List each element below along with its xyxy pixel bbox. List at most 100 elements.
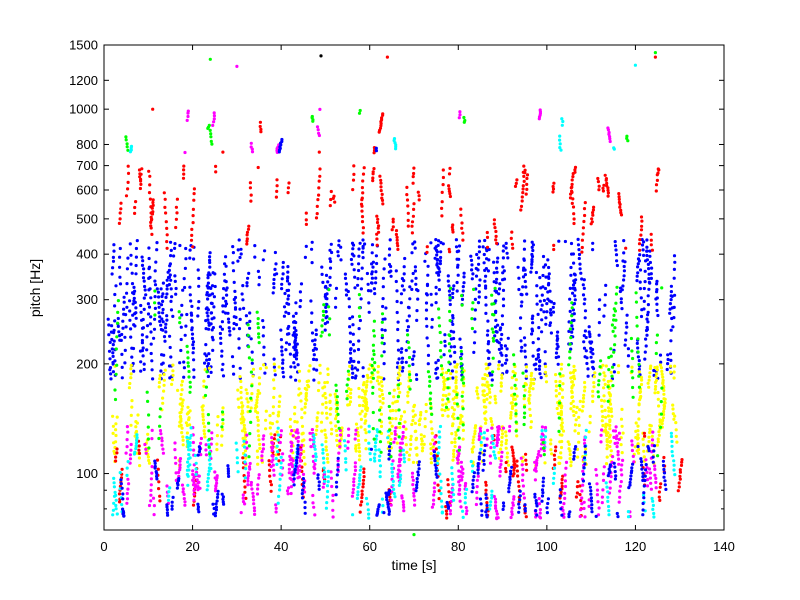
scatter-point (591, 211, 595, 215)
scatter-point (635, 341, 639, 345)
scatter-point (398, 453, 402, 457)
scatter-point (604, 425, 608, 429)
scatter-point (569, 241, 574, 246)
scatter-point (165, 246, 169, 250)
scatter-point (334, 383, 338, 387)
scatter-point (311, 348, 315, 352)
scatter-point (114, 503, 118, 508)
scatter-point (605, 447, 609, 451)
scatter-point (493, 226, 497, 230)
scatter-point (525, 187, 529, 191)
scatter-point (179, 423, 183, 427)
scatter-point (501, 249, 505, 253)
scatter-point (655, 368, 660, 372)
scatter-point (613, 441, 617, 445)
scatter-point (560, 513, 564, 517)
scatter-point (261, 443, 266, 447)
scatter-point (515, 464, 519, 468)
scatter-point (158, 415, 162, 419)
scatter-point (540, 438, 544, 442)
scatter-point (493, 453, 497, 457)
scatter-point (406, 340, 410, 344)
scatter-point (574, 445, 578, 449)
scatter-point (300, 424, 305, 428)
scatter-point (170, 378, 175, 382)
scatter-point (634, 435, 638, 440)
scatter-point (186, 361, 190, 365)
scatter-point (288, 417, 292, 421)
scatter-point (155, 458, 160, 462)
scatter-point (145, 335, 149, 339)
scatter-point (206, 374, 210, 379)
scatter-point (637, 242, 642, 246)
scatter-point (490, 373, 494, 377)
scatter-point (437, 288, 441, 292)
scatter-point (477, 262, 481, 266)
scatter-point (126, 460, 130, 464)
scatter-point (488, 507, 492, 511)
scatter-point (570, 380, 574, 384)
scatter-point (581, 479, 586, 483)
scatter-point (188, 380, 192, 384)
scatter-point (668, 311, 672, 315)
scatter-point (648, 281, 652, 285)
scatter-point (186, 457, 191, 461)
scatter-point (237, 346, 241, 350)
scatter-point (604, 462, 609, 466)
scatter-point (201, 421, 206, 425)
scatter-point (139, 310, 143, 314)
scatter-point (326, 475, 330, 479)
scatter-point (282, 375, 286, 379)
scatter-point (449, 354, 453, 358)
scatter-point (597, 383, 601, 387)
scatter-point (321, 456, 326, 460)
scatter-point (296, 476, 300, 480)
scatter-point (531, 314, 535, 318)
scatter-point (391, 483, 395, 487)
scatter-point (655, 178, 660, 182)
scatter-point (440, 367, 444, 371)
scatter-point (165, 511, 169, 515)
scatter-point (242, 418, 246, 422)
scatter-point (428, 379, 432, 383)
scatter-point (257, 283, 261, 287)
scatter-point (239, 510, 243, 515)
scatter-point (482, 431, 486, 435)
scatter-point (286, 326, 290, 331)
scatter-point (115, 363, 119, 367)
scatter-point (546, 501, 550, 506)
scatter-point (647, 440, 651, 444)
scatter-point (481, 389, 485, 393)
scatter-point (642, 493, 646, 497)
scatter-point (505, 455, 509, 459)
scatter-point (601, 423, 605, 428)
scatter-point (557, 416, 561, 420)
scatter-point (357, 262, 361, 266)
scatter-point (174, 286, 178, 291)
scatter-point (286, 191, 290, 195)
scatter-point (511, 353, 516, 357)
scatter-point (511, 451, 515, 455)
scatter-point (507, 483, 511, 487)
scatter-point (412, 491, 416, 495)
scatter-point (244, 456, 248, 460)
scatter-point (312, 505, 316, 509)
scatter-point (313, 343, 317, 347)
scatter-point (478, 426, 482, 431)
scatter-point (406, 211, 410, 215)
scatter-point (613, 244, 618, 248)
scatter-point (153, 283, 158, 287)
scatter-point (186, 364, 190, 368)
scatter-point (111, 370, 115, 374)
scatter-point (452, 493, 456, 497)
scatter-point (285, 301, 289, 305)
scatter-point (495, 260, 499, 264)
scatter-point (460, 366, 464, 370)
scatter-point (492, 445, 496, 449)
scatter-point (226, 311, 230, 315)
scatter-point (537, 326, 541, 330)
scatter-point (652, 368, 656, 373)
scatter-point (538, 299, 542, 303)
scatter-point (613, 326, 617, 330)
scatter-point (322, 313, 326, 317)
